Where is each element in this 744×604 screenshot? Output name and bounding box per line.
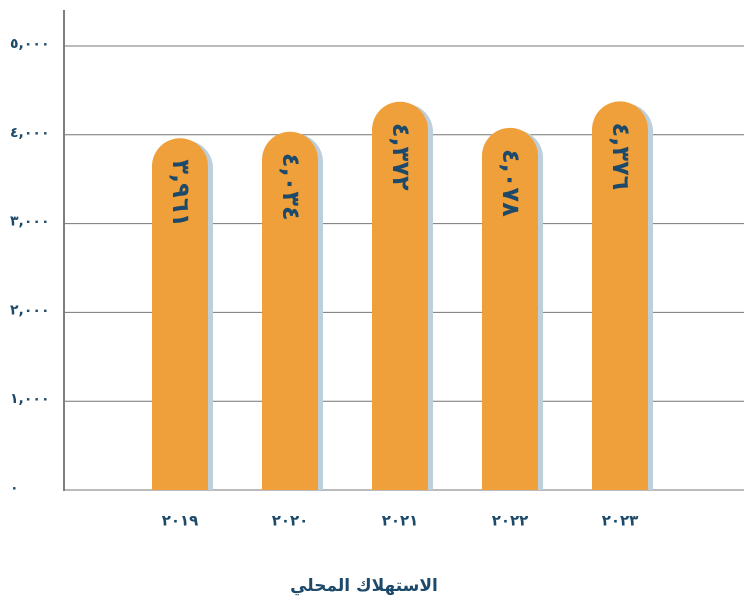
- bar: [592, 101, 648, 491]
- x-tick-label: ٢٠٢٣: [602, 512, 639, 530]
- value-label: ٣,٩٦١: [167, 159, 195, 227]
- bar: [372, 101, 429, 490]
- bar: [482, 127, 538, 491]
- y-tick-label: ٣,٠٠٠: [10, 214, 50, 230]
- bar: [152, 138, 208, 491]
- x-axis-label: الاستهلاك المحلي: [290, 576, 438, 596]
- x-tick-label: ٢٠١٩: [162, 512, 199, 530]
- value-label: ٤,٠٧٨: [497, 149, 525, 217]
- x-tick-label: ٢٠٢٢: [492, 512, 529, 530]
- y-tick-label: ٤,٠٠٠: [10, 125, 50, 141]
- value-label: ٤,٠٣٤: [277, 153, 305, 221]
- bar: [262, 131, 318, 490]
- value-label: ٤,٣٧٦: [607, 123, 635, 191]
- x-tick-label: ٢٠٢٠: [272, 512, 309, 530]
- y-tick-label: ٢,٠٠٠: [10, 302, 50, 318]
- y-tick-label: ١,٠٠٠: [10, 391, 50, 407]
- value-label: ٤,٣٧٢: [387, 123, 415, 191]
- x-tick-label: ٢٠٢١: [382, 512, 419, 530]
- y-tick-label: ٠: [10, 480, 19, 496]
- y-tick-label: ٥,٠٠٠: [10, 36, 50, 52]
